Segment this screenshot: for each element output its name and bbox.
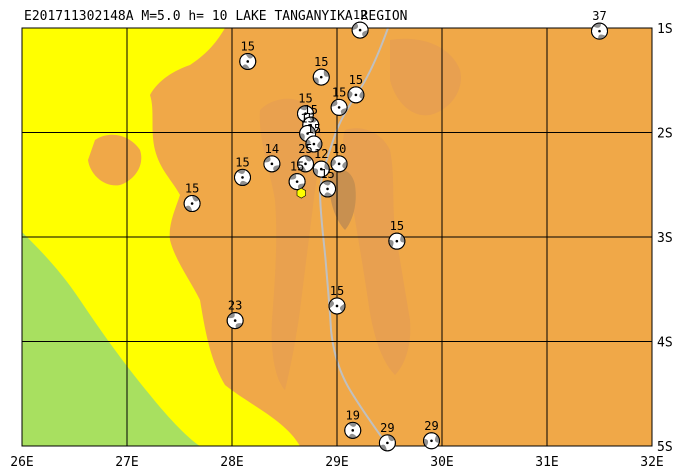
lake-area xyxy=(330,169,356,230)
latitude-tick-label: 2S xyxy=(657,127,673,142)
depth-label: 12 xyxy=(353,8,367,22)
focal-mechanism-beachball: 29 xyxy=(423,419,440,450)
depth-label: 37 xyxy=(592,9,606,23)
depth-label: 15 xyxy=(307,122,321,136)
depth-label: 15 xyxy=(349,73,363,87)
focal-mechanism-beachball: 15 xyxy=(288,160,306,191)
focal-mechanism-beachball: 15 xyxy=(239,39,257,70)
depth-label: 15 xyxy=(320,167,334,181)
focal-mechanism-beachball: 15 xyxy=(234,155,251,186)
focal-mechanism-beachball: 12 xyxy=(351,8,369,39)
focal-mechanism-beachball: 15 xyxy=(328,284,346,315)
highland-patch-north xyxy=(390,38,461,116)
depth-label: 15 xyxy=(314,55,328,69)
map-frame xyxy=(21,27,653,447)
depth-label: 23 xyxy=(228,299,242,313)
focal-mechanism-beachball: 29 xyxy=(378,421,396,452)
depth-label: 15 xyxy=(290,160,304,174)
map-title: E201711302148A M=5.0 h= 10 LAKE TANGANYI… xyxy=(24,9,408,24)
longitude-tick-label: 28E xyxy=(220,455,243,470)
depth-label: 15 xyxy=(330,284,344,298)
focal-mechanism-beachball: 15 xyxy=(299,112,317,143)
depth-label: 15 xyxy=(298,92,312,106)
latitude-labels: 1S 2S 3S 4S 5S xyxy=(657,22,673,455)
focal-mechanism-beachball: 37 xyxy=(591,9,608,40)
latitude-tick-label: 5S xyxy=(657,440,673,455)
latitude-tick-label: 1S xyxy=(657,22,673,37)
depth-label: 15 xyxy=(304,103,318,117)
focal-mechanism-beachball: 15 xyxy=(312,55,330,86)
depth-label: 10 xyxy=(332,142,346,156)
focal-mechanism-beachball: 15 xyxy=(305,122,323,153)
depth-label: 15 xyxy=(332,85,346,99)
focal-mechanism-beachball: 15 xyxy=(297,92,314,123)
focal-mechanism-beachball: 15 xyxy=(319,167,337,198)
green-lowland-area xyxy=(22,232,200,446)
focal-mechanism-beachball: 23 xyxy=(226,299,244,330)
depth-label: 15 xyxy=(235,155,249,169)
focal-mechanism-beachball: 15 xyxy=(183,182,201,213)
focal-mechanism-beachball: 15 xyxy=(388,219,406,250)
focal-mechanism-beachball: 15 xyxy=(330,85,348,116)
upland-area-west xyxy=(88,134,142,186)
highland-ridge-east xyxy=(342,128,411,375)
longitude-tick-label: 32E xyxy=(640,455,663,470)
longitude-tick-label: 26E xyxy=(10,455,33,470)
focal-mechanism-beachball: 10 xyxy=(330,142,348,173)
focal-mechanism-beachball: 12 xyxy=(312,147,330,178)
focal-mechanism-beachball: 15 xyxy=(347,73,365,104)
latitude-tick-label: 3S xyxy=(657,231,673,246)
epicenter-hexagon-icon xyxy=(296,187,306,199)
longitude-labels: 26E 27E 28E 29E 30E 31E 32E xyxy=(10,455,663,470)
longitude-tick-label: 31E xyxy=(535,455,558,470)
depth-label: 25 xyxy=(298,142,312,156)
depth-label: 15 xyxy=(390,219,404,233)
depth-label: 29 xyxy=(380,421,394,435)
depth-label: 14 xyxy=(265,142,279,156)
longitude-tick-label: 27E xyxy=(115,455,138,470)
depth-label: 15 xyxy=(300,112,314,126)
longitude-tick-label: 30E xyxy=(430,455,453,470)
depth-label: 29 xyxy=(424,419,438,433)
focal-mechanism-beachball: 19 xyxy=(344,408,362,439)
depth-label: 12 xyxy=(314,147,328,161)
focal-mechanism-beachball: 14 xyxy=(263,142,281,173)
depth-label: 15 xyxy=(241,39,255,53)
focal-mechanism-beachball: 25 xyxy=(297,142,314,173)
depth-label: 19 xyxy=(346,408,360,422)
depth-label: 15 xyxy=(185,182,199,196)
longitude-tick-label: 29E xyxy=(325,455,348,470)
latitude-tick-label: 4S xyxy=(657,336,673,351)
